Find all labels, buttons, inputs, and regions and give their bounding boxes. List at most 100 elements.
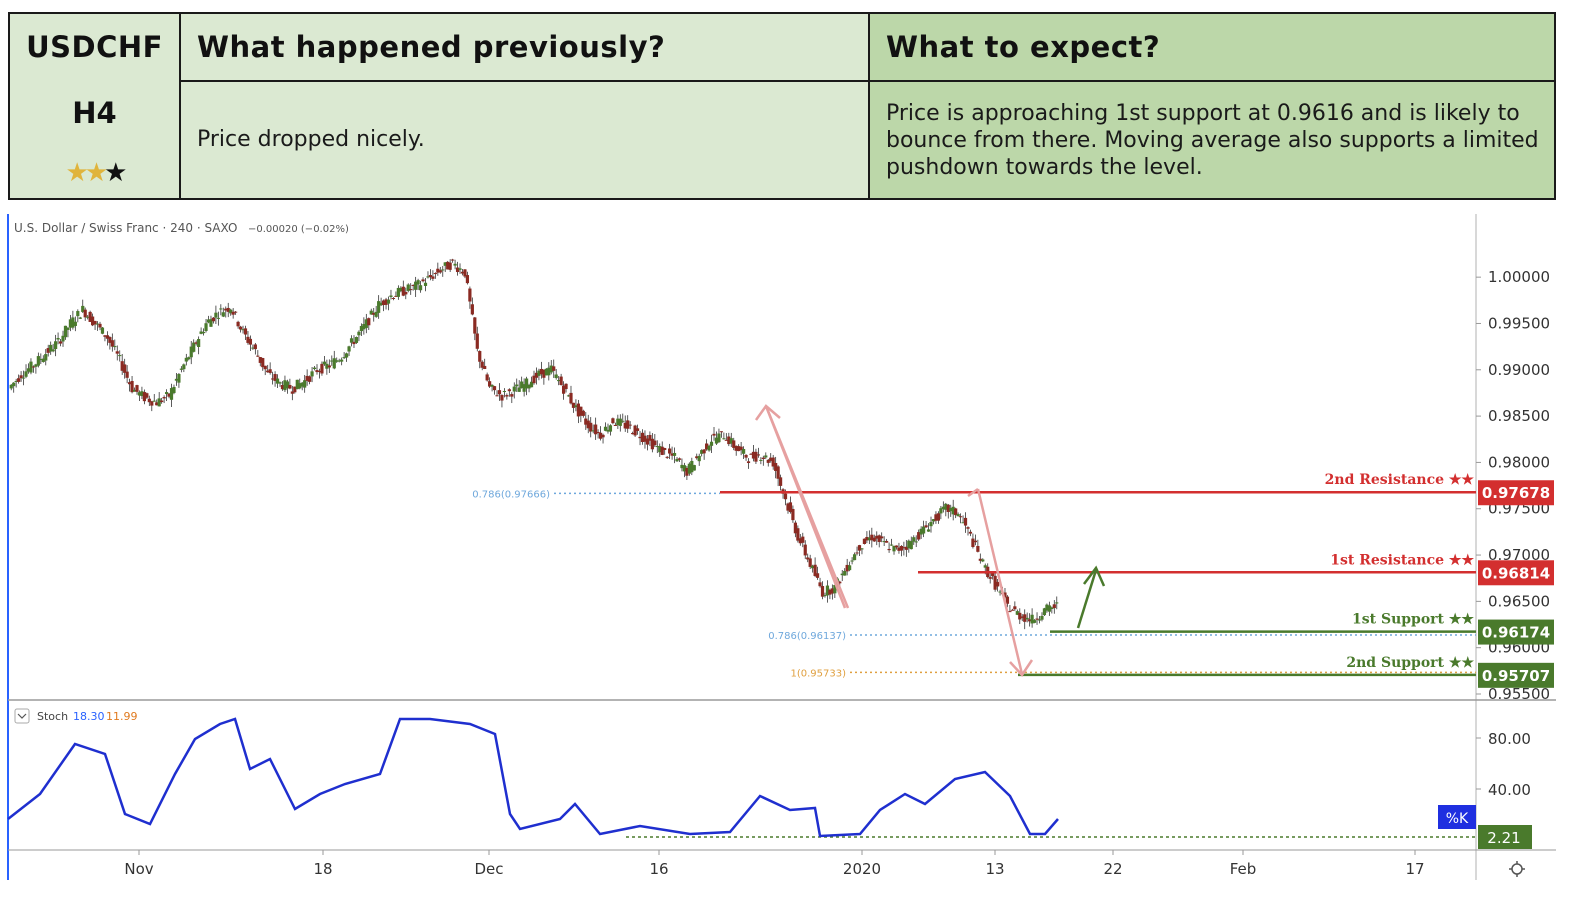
candle-body [204, 323, 208, 331]
symbol-label: USDCHF [26, 30, 163, 64]
candle-body [801, 536, 805, 543]
candle-body [749, 453, 753, 455]
candle-body [729, 438, 733, 444]
candle-body [125, 371, 129, 378]
candle-body [907, 540, 911, 549]
candle-body [806, 557, 810, 560]
candle-body [278, 382, 282, 384]
candle-body [714, 437, 719, 444]
candle-body [633, 425, 637, 436]
candle-body [640, 432, 645, 443]
level-badge [1478, 480, 1554, 506]
candle-body [507, 389, 511, 392]
candle-body [1040, 615, 1044, 620]
star-filled-icon: ★ [65, 158, 89, 188]
candle-body [172, 386, 176, 394]
candle-body [892, 545, 896, 552]
candle-body [719, 431, 724, 433]
candle-body [1013, 606, 1017, 610]
x-tick-label: 17 [1405, 860, 1424, 878]
candle-body [594, 424, 598, 435]
candle-body [394, 295, 398, 297]
candle-body [643, 435, 647, 442]
candle-body [532, 375, 536, 384]
candle-body [352, 341, 356, 345]
candle-body [93, 320, 97, 325]
candle-body [184, 357, 188, 362]
candle-body [833, 585, 837, 594]
stoch-legend: Stoch 18.30 11.99 [14, 708, 138, 724]
candle-body [700, 450, 704, 454]
candle-body [108, 337, 112, 343]
candle-body [98, 323, 102, 328]
candle-body [416, 280, 420, 285]
candle-body [140, 391, 144, 397]
fibonacci-levels: 0.786(0.97666) 0.786(0.96137) 1(0.95733) [472, 489, 1476, 679]
candle-body [951, 506, 955, 515]
candle-body [899, 545, 904, 551]
candle-body [909, 541, 913, 550]
candle-body [1035, 618, 1039, 620]
rating-stars: ★★★ [10, 158, 179, 188]
candle-body [100, 327, 105, 334]
candle-body [818, 582, 822, 587]
candle-body [49, 344, 53, 352]
candle-body [110, 340, 114, 347]
candle-body [828, 589, 832, 595]
candle-body [825, 585, 830, 596]
candle-body [687, 463, 691, 474]
time-axis: Nov 18 Dec 16 2020 13 22 Feb 17 [124, 850, 1425, 878]
stoch-collapse-icon[interactable] [14, 708, 30, 724]
bounce-arrow [1076, 569, 1098, 629]
candle-body [135, 385, 139, 392]
candle-body [41, 358, 45, 362]
candle-body [855, 552, 859, 554]
candle-body [902, 547, 906, 549]
chart-title: U.S. Dollar / Swiss Franc · 240 · SAXO [14, 221, 237, 235]
stoch-k-badge-label: %K [1446, 811, 1469, 827]
timeframe-label: H4 [72, 96, 117, 130]
candle-body [830, 588, 834, 594]
candle-body [934, 514, 938, 521]
candle-body [596, 431, 600, 433]
candle-body [697, 455, 701, 462]
candle-body [24, 371, 28, 377]
candle-body [537, 370, 541, 376]
y-tick-label: 0.99000 [1488, 361, 1550, 379]
fib-label: 0.786(0.96137) [768, 631, 846, 642]
candle-body [1030, 614, 1034, 624]
candle-body [372, 312, 376, 315]
candle-body [312, 367, 317, 370]
candle-body [564, 383, 568, 390]
candle-body [515, 384, 519, 387]
candle-body [1020, 616, 1024, 618]
candle-body [120, 361, 124, 371]
candle-body [813, 564, 817, 576]
candle-body [638, 436, 642, 439]
candle-body [1023, 614, 1027, 622]
candle-body [396, 287, 400, 297]
candle-body [475, 333, 479, 349]
candle-body [310, 371, 314, 377]
settings-gear-icon[interactable] [1509, 861, 1525, 877]
price-chart[interactable]: U.S. Dollar / Swiss Franc · 240 · SAXO −… [0, 214, 1580, 884]
candle-body [988, 577, 992, 579]
candle-body [495, 395, 499, 397]
candle-body [113, 346, 117, 348]
candle-body [973, 540, 977, 543]
chart-svg[interactable]: U.S. Dollar / Swiss Franc · 240 · SAXO −… [0, 214, 1580, 884]
candle-body [460, 271, 465, 274]
y-tick-label: 0.98500 [1488, 407, 1550, 425]
candle-body [330, 360, 334, 362]
previous-body-cell: Price dropped nicely. [181, 82, 870, 198]
candle-body [944, 503, 948, 510]
candle-body [320, 363, 324, 374]
candle-body [322, 361, 326, 365]
candle-body [414, 281, 418, 290]
candle-body [1018, 612, 1022, 620]
candle-body [737, 446, 741, 452]
x-tick-label: Dec [474, 860, 503, 878]
candle-body [337, 360, 341, 362]
candle-body [998, 591, 1002, 593]
candle-body [1010, 609, 1014, 611]
